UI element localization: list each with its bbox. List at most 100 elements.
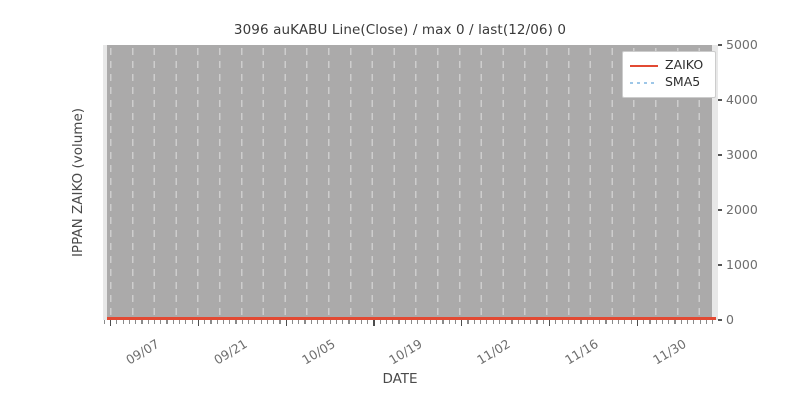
x-axis-minor-tick bbox=[617, 320, 620, 324]
x-axis-tick-label: 11/16 bbox=[562, 336, 601, 368]
x-axis-minor-tick bbox=[599, 320, 601, 324]
x-axis-minor-tick bbox=[699, 320, 701, 324]
legend-item-zaiko[interactable]: ZAIKO bbox=[630, 57, 708, 74]
x-axis-minor-tick bbox=[360, 320, 363, 324]
x-axis-minor-tick bbox=[417, 320, 419, 324]
x-axis-minor-tick bbox=[260, 320, 262, 324]
x-axis-minor-tick bbox=[486, 320, 488, 324]
y-axis-tick-label: 5000 bbox=[726, 36, 758, 52]
x-axis-minor-tick bbox=[298, 320, 300, 324]
x-axis-minor-tick bbox=[335, 320, 337, 324]
chart-title: 3096 auKABU Line(Close) / max 0 / last(1… bbox=[233, 22, 567, 38]
x-axis-minor-tick bbox=[404, 320, 406, 324]
x-axis-minor-tick bbox=[348, 320, 350, 324]
y-axis-tick-label: 3000 bbox=[726, 146, 758, 162]
x-axis-major-tick bbox=[373, 320, 375, 326]
x-axis-tick-label: 10/19 bbox=[386, 336, 426, 368]
x-axis-minor-tick bbox=[273, 320, 275, 324]
x-axis-minor-tick bbox=[523, 320, 526, 324]
x-axis-minor-tick bbox=[505, 320, 507, 324]
x-axis-minor-tick bbox=[517, 320, 519, 324]
x-axis-minor-tick bbox=[185, 320, 187, 324]
chart-legend[interactable]: ZAIKO SMA5 bbox=[622, 51, 716, 98]
x-axis-minor-tick bbox=[574, 320, 576, 324]
x-axis-minor-tick bbox=[116, 320, 118, 324]
x-axis-tick-label: 09/21 bbox=[210, 336, 250, 368]
x-axis-minor-tick bbox=[122, 320, 124, 324]
x-axis-minor-tick bbox=[492, 320, 494, 324]
x-axis-minor-tick bbox=[567, 320, 569, 324]
x-axis-minor-tick bbox=[643, 320, 645, 324]
x-axis-minor-tick bbox=[686, 320, 689, 324]
x-axis-minor-tick bbox=[128, 320, 130, 324]
legend-item-sma5[interactable]: SMA5 bbox=[630, 74, 708, 91]
legend-swatch-dotted-line-icon bbox=[630, 77, 658, 89]
y-axis-tick-label: 0 bbox=[726, 311, 734, 327]
x-axis-minor-tick bbox=[316, 320, 319, 324]
y-axis: 0 1000 2000 3000 4000 5000 bbox=[718, 38, 798, 325]
x-axis-minor-tick bbox=[668, 320, 670, 324]
x-axis-major-tick bbox=[285, 320, 287, 326]
x-axis-tick-label: 10/05 bbox=[298, 336, 338, 368]
y-axis-tick-label: 1000 bbox=[726, 256, 758, 272]
x-axis-minor-tick bbox=[367, 320, 369, 324]
x-axis-minor-tick bbox=[342, 320, 344, 324]
x-axis-minor-tick bbox=[511, 320, 513, 324]
x-axis-tick-label: 11/02 bbox=[474, 336, 513, 368]
x-axis-minor-tick bbox=[354, 320, 356, 324]
x-axis-minor-tick bbox=[385, 320, 388, 324]
y-axis-tick-mark bbox=[718, 154, 722, 156]
x-axis-major-tick bbox=[549, 320, 551, 326]
x-axis-minor-tick bbox=[498, 320, 501, 324]
plot-left-margin-strip bbox=[103, 45, 107, 320]
x-axis-minor-tick bbox=[279, 320, 281, 324]
x-axis-minor-tick bbox=[473, 320, 475, 324]
y-axis-tick-mark bbox=[718, 99, 722, 101]
x-axis-minor-tick bbox=[329, 320, 331, 324]
x-axis-minor-tick bbox=[411, 320, 413, 324]
x-axis-minor-tick bbox=[530, 320, 532, 324]
x-axis-minor-tick bbox=[423, 320, 425, 324]
y-axis-tick-label: 2000 bbox=[726, 201, 758, 217]
x-axis-tick-label: 09/07 bbox=[123, 336, 162, 368]
x-axis-minor-tick bbox=[448, 320, 450, 324]
x-axis-minor-tick bbox=[649, 320, 651, 324]
x-axis-minor-tick bbox=[310, 320, 312, 324]
y-axis-title: IPPAN ZAIKO (volume) bbox=[70, 107, 86, 258]
x-axis-minor-tick bbox=[379, 320, 381, 324]
x-axis-minor-tick bbox=[135, 320, 137, 324]
x-axis-major-tick bbox=[461, 320, 463, 326]
x-axis-minor-tick bbox=[291, 320, 294, 324]
gridlines-vertical bbox=[103, 45, 718, 320]
x-axis-minor-tick bbox=[222, 320, 225, 324]
x-axis-minor-tick bbox=[178, 320, 181, 324]
x-axis-major-tick bbox=[197, 320, 199, 326]
x-axis-major-tick bbox=[110, 320, 112, 326]
x-axis-minor-tick bbox=[592, 320, 595, 324]
x-axis-minor-tick bbox=[467, 320, 469, 324]
x-axis-minor-tick bbox=[323, 320, 325, 324]
x-axis-minor-tick bbox=[712, 320, 714, 324]
x-axis-minor-tick bbox=[655, 320, 657, 324]
x-axis-minor-tick bbox=[674, 320, 676, 324]
x-axis-minor-tick bbox=[398, 320, 400, 324]
x-axis-minor-tick bbox=[561, 320, 563, 324]
series-line-zaiko bbox=[107, 317, 716, 320]
x-axis-minor-tick bbox=[204, 320, 206, 324]
x-axis-minor-tick bbox=[153, 320, 156, 324]
y-axis-tick-mark bbox=[718, 209, 722, 211]
x-axis-minor-tick bbox=[705, 320, 707, 324]
y-axis-tick-mark bbox=[718, 264, 722, 266]
x-axis-minor-tick bbox=[172, 320, 174, 324]
x-axis-minor-tick bbox=[442, 320, 444, 324]
plot-area[interactable] bbox=[103, 45, 718, 320]
x-axis-minor-tick bbox=[680, 320, 682, 324]
y-axis-tick-mark bbox=[718, 319, 722, 321]
x-axis-minor-tick bbox=[611, 320, 613, 324]
x-axis-minor-tick bbox=[624, 320, 626, 324]
x-axis-minor-tick bbox=[536, 320, 538, 324]
y-axis-tick-label: 4000 bbox=[726, 91, 758, 107]
legend-swatch-solid-line-icon bbox=[630, 60, 658, 72]
x-axis-minor-tick bbox=[147, 320, 149, 324]
